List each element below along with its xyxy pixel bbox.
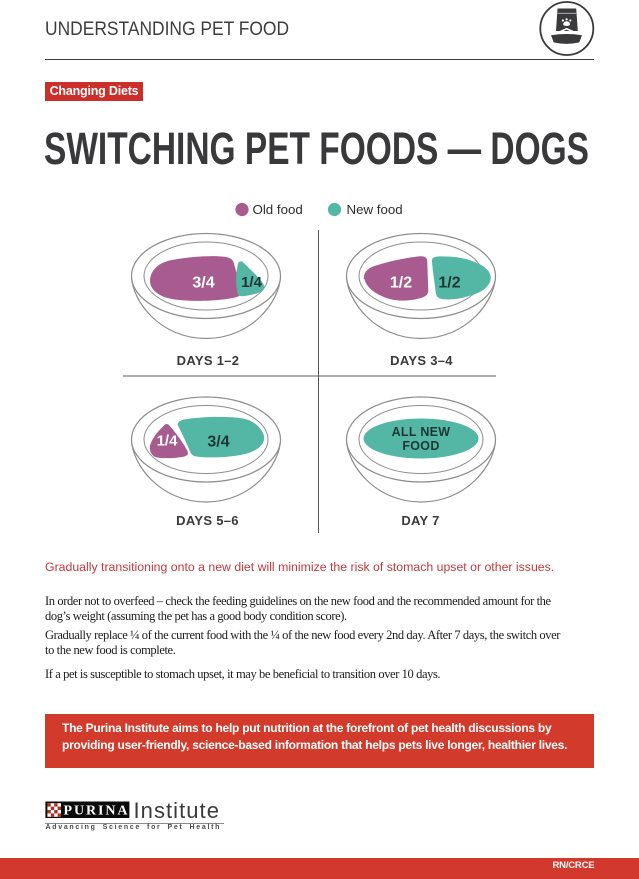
svg-text:PURINA: PURINA [64, 804, 130, 819]
svg-text:ALL NEW: ALL NEW [392, 425, 451, 439]
svg-text:1/2: 1/2 [390, 275, 412, 292]
svg-text:3/4: 3/4 [207, 433, 229, 450]
svg-text:1/4: 1/4 [241, 274, 263, 291]
svg-text:FOOD: FOOD [402, 439, 439, 453]
svg-text:1/2: 1/2 [438, 275, 460, 292]
svg-text:3/4: 3/4 [192, 275, 214, 292]
svg-text:1/4: 1/4 [157, 433, 179, 450]
